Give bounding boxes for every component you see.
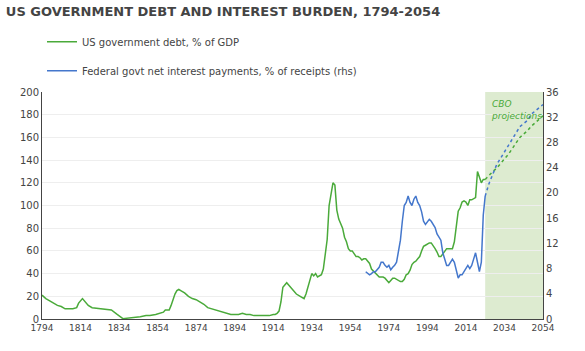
svg-text:100: 100 [20, 200, 39, 211]
svg-text:1854: 1854 [146, 323, 169, 333]
svg-text:60: 60 [26, 245, 39, 256]
svg-text:US GOVERNMENT DEBT AND INTERES: US GOVERNMENT DEBT AND INTEREST BURDEN, … [6, 4, 440, 19]
svg-text:1914: 1914 [262, 323, 285, 333]
svg-text:1954: 1954 [339, 323, 362, 333]
svg-text:80: 80 [26, 223, 39, 234]
svg-text:0: 0 [33, 314, 39, 325]
svg-text:180: 180 [20, 109, 39, 120]
svg-text:8: 8 [546, 263, 552, 274]
svg-text:40: 40 [26, 268, 39, 279]
svg-text:1814: 1814 [69, 323, 92, 333]
svg-text:1934: 1934 [300, 323, 323, 333]
svg-text:24: 24 [546, 162, 559, 173]
svg-text:Federal govt net interest paym: Federal govt net interest payments, % of… [82, 66, 357, 77]
svg-text:120: 120 [20, 177, 39, 188]
svg-text:CBOprojections: CBOprojections [491, 99, 542, 121]
svg-text:2034: 2034 [493, 323, 516, 333]
svg-text:12: 12 [546, 238, 559, 249]
svg-text:1994: 1994 [416, 323, 439, 333]
svg-text:1974: 1974 [377, 323, 400, 333]
svg-text:2014: 2014 [454, 323, 477, 333]
svg-text:20: 20 [546, 187, 559, 198]
svg-text:140: 140 [20, 155, 39, 166]
svg-text:1874: 1874 [185, 323, 208, 333]
svg-text:160: 160 [20, 132, 39, 143]
svg-text:36: 36 [546, 87, 559, 98]
svg-text:2054: 2054 [532, 323, 555, 333]
svg-text:1794: 1794 [31, 323, 54, 333]
svg-text:4: 4 [546, 288, 552, 299]
svg-text:US government debt, % of GDP: US government debt, % of GDP [82, 37, 239, 48]
svg-text:0: 0 [546, 314, 552, 325]
svg-text:200: 200 [20, 87, 39, 98]
svg-text:1894: 1894 [223, 323, 246, 333]
svg-text:1834: 1834 [108, 323, 131, 333]
svg-text:16: 16 [546, 213, 559, 224]
svg-text:32: 32 [546, 112, 559, 123]
svg-text:28: 28 [546, 137, 559, 148]
svg-text:20: 20 [26, 291, 39, 302]
